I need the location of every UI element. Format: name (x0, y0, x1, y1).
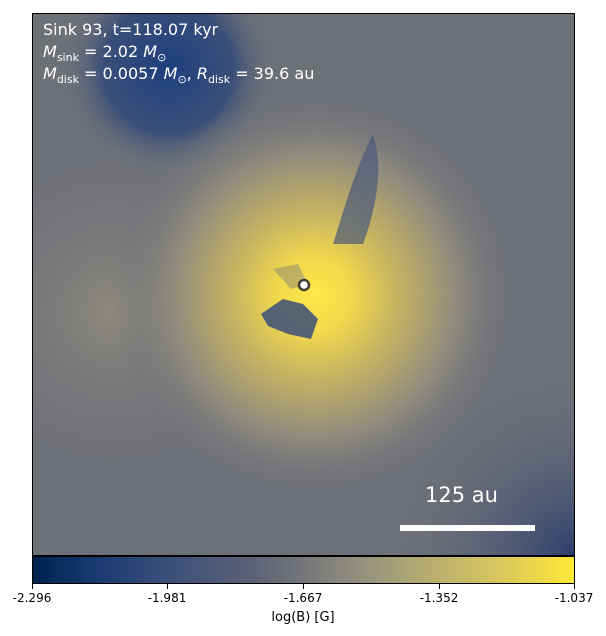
colorbar-tick-label: -1.981 (147, 591, 187, 605)
colorbar-tick (32, 584, 33, 589)
field-map (32, 13, 575, 556)
colorbar-tick (303, 584, 304, 589)
sink-mass-label: Msink = 2.02 M⊙ (43, 42, 167, 65)
colorbar-tick-label: -2.296 (12, 591, 52, 605)
colorbar-tick-label: -1.667 (283, 591, 323, 605)
colorbar-tick-label: -1.352 (419, 591, 459, 605)
colorbar-label: log(B) [G] (271, 610, 335, 625)
colorbar-tick-label: -1.037 (554, 591, 594, 605)
scale-bar (400, 525, 535, 531)
disk-mass-value: = 0.0057 (84, 64, 159, 83)
disk-radius-value: = 39.6 au (235, 64, 315, 83)
magnetic-field-image (33, 14, 574, 555)
colorbar-tick (439, 584, 440, 589)
colorbar-tick (574, 584, 575, 589)
disk-info-label: Mdisk = 0.0057 M⊙, Rdisk = 39.6 au (43, 64, 315, 87)
colorbar-tick (167, 584, 168, 589)
sink-info: Sink 93, t=118.07 kyr (43, 20, 219, 39)
sink-marker-icon (297, 278, 311, 292)
sink-mass-value: = 2.02 (84, 42, 139, 61)
scale-bar-label: 125 au (425, 483, 498, 507)
colorbar (32, 556, 575, 584)
